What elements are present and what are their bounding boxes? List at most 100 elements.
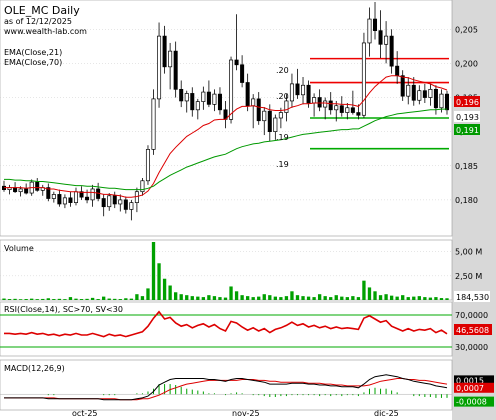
volume-bar: [63, 299, 67, 300]
candle-body: [323, 100, 328, 108]
chart-title: OLE_MC Daily: [4, 4, 80, 17]
volume-bar: [212, 296, 217, 300]
volume-bar: [417, 296, 421, 300]
candle-body: [206, 91, 211, 105]
volume-bar: [362, 280, 366, 300]
ema21-last-pill: [454, 96, 480, 107]
volume-bar: [151, 242, 156, 300]
candle-body: [361, 42, 366, 116]
volume-bar: [340, 296, 344, 300]
candle-body: [278, 112, 283, 119]
candle-body: [134, 191, 139, 203]
volume-bar: [118, 299, 122, 300]
volume-bar: [334, 295, 338, 300]
candle-body: [251, 98, 256, 107]
as-of-date: as of 12/12/2025: [4, 17, 72, 26]
volume-bar: [52, 299, 56, 300]
volume-bar: [57, 298, 62, 300]
volume-bar: [135, 294, 139, 300]
candle-body: [289, 83, 294, 102]
volume-bar: [273, 296, 277, 300]
candle-body: [168, 50, 173, 68]
volume-bar: [323, 296, 327, 300]
candle-body: [284, 100, 289, 113]
volume-bar: [412, 296, 416, 300]
candle-body: [90, 188, 95, 201]
volume-bar: [262, 294, 266, 300]
candle-body: [79, 191, 84, 198]
volume-bar: [384, 294, 388, 300]
candle-body: [295, 83, 300, 96]
rsi-tick-label: 70,0000: [455, 311, 488, 320]
candle-body: [24, 188, 29, 194]
x-label-oct: oct-25: [72, 409, 98, 418]
volume-bar: [356, 297, 361, 300]
annotation-3: .19: [276, 133, 289, 142]
candle-body: [389, 35, 394, 67]
volume-bar: [113, 298, 117, 300]
volume-bar: [68, 297, 73, 300]
volume-bar: [196, 296, 200, 300]
candle-body: [444, 93, 450, 111]
volume-bar: [389, 295, 394, 300]
volume-bar: [251, 297, 255, 300]
candle-body: [262, 110, 267, 122]
rsi-line: [4, 310, 448, 338]
candle-body: [306, 84, 311, 104]
volume-bar: [290, 291, 294, 300]
volume-bar: [168, 285, 172, 300]
volume-bars: [2, 242, 449, 300]
volume-bar: [406, 297, 410, 300]
macd-tick-pill: [454, 382, 494, 393]
volume-last-value: 184,530: [456, 293, 489, 302]
candle-body: [328, 100, 333, 111]
candle-body: [140, 180, 145, 193]
candle-body: [46, 187, 51, 199]
rsi-title: RSI(Close,14), SC>70, SV<30: [4, 305, 123, 314]
volume-bar: [129, 298, 134, 300]
candle-body: [73, 191, 78, 203]
close-last-pill: [454, 111, 480, 122]
macd-series: [4, 374, 448, 401]
candle-body: [339, 105, 344, 113]
candle-body: [378, 30, 383, 45]
volume-bar: [329, 297, 333, 300]
price-axis-background: [452, 0, 496, 420]
volume-bar: [279, 297, 283, 300]
volume-bar: [428, 297, 433, 300]
candle-body: [173, 50, 178, 90]
volume-bar: [124, 298, 128, 300]
volume-bar: [439, 298, 444, 300]
candle-body: [350, 107, 355, 113]
volume-bar: [312, 297, 316, 300]
candle-body: [35, 181, 40, 191]
candle-body: [384, 35, 389, 45]
volume-bar: [434, 297, 438, 300]
ema21-last-value: 0,196: [456, 98, 479, 107]
volume-bar: [229, 286, 233, 300]
volume-bar: [102, 296, 106, 300]
candle-body: [107, 195, 112, 208]
volume-bar: [245, 296, 250, 300]
candle-body: [334, 105, 339, 111]
volume-bar: [317, 294, 322, 300]
candle-body: [245, 82, 250, 107]
annotation-4: .19: [276, 160, 289, 169]
website-label: www.wealth-lab.com: [4, 27, 87, 36]
volume-bar: [179, 294, 183, 300]
candle-body: [428, 88, 433, 98]
candle-body: [184, 93, 189, 102]
candle-body: [190, 93, 195, 111]
macd-title: MACD(12,26,9): [4, 364, 65, 373]
volume-bar: [35, 299, 39, 300]
candle-body: [118, 199, 123, 205]
candle-body: [123, 199, 128, 210]
candle-body: [400, 75, 405, 97]
volume-bar: [395, 296, 399, 300]
candle-body: [195, 101, 200, 111]
volume-bar: [157, 263, 161, 300]
macd-tick-label: 0,0007: [456, 384, 484, 393]
candle-body: [406, 84, 411, 97]
volume-bar: [351, 296, 355, 300]
annotation-2: .20: [276, 92, 289, 101]
